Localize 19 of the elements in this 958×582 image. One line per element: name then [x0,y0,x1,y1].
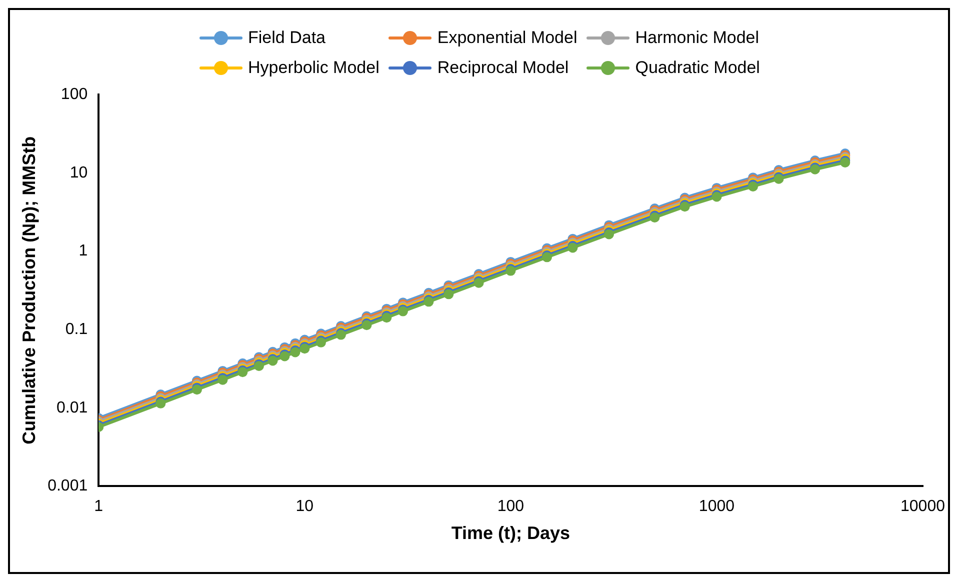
y-tick-label: 10 [70,164,88,182]
legend-label: Field Data [248,28,326,48]
x-tick-label: 10000 [900,498,946,516]
y-axis-title: Cumulative Production (Np); MMStb [18,136,39,444]
y-tick-label: 0.01 [56,399,88,416]
x-tick-label: 1000 [698,498,735,516]
legend-label: Exponential Model [437,28,578,48]
x-tick-label: 1 [94,498,104,516]
x-tick-label: 10 [296,498,314,516]
x-tick-label: 100 [497,498,524,516]
y-tick-label: 1 [78,242,88,260]
y-tick-label: 0.001 [48,478,88,495]
legend-label: Hyperbolic Model [248,58,380,78]
x-axis-title: Time (t); Days [451,523,570,544]
legend-label: Quadratic Model [635,58,760,78]
legend-label: Harmonic Model [635,28,759,48]
y-tick-label: 100 [60,86,88,104]
legend-label: Reciprocal Model [437,58,569,78]
y-tick-label: 0.1 [65,320,88,338]
